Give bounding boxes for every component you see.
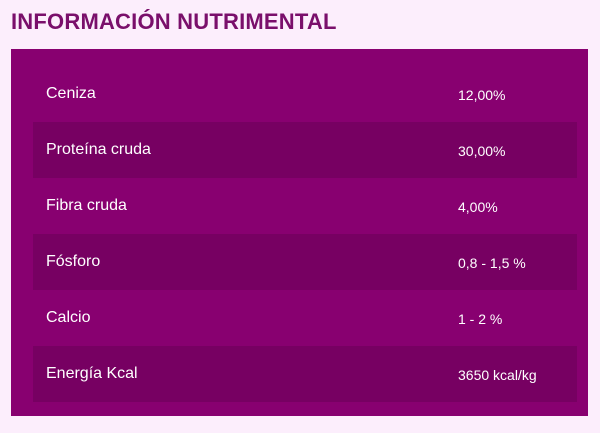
nutrition-table: Ceniza 12,00% Proteína cruda 30,00% Fibr… bbox=[33, 66, 577, 402]
nutrient-value: 0,8 - 1,5 % bbox=[458, 255, 526, 271]
nutrient-value: 3650 kcal/kg bbox=[458, 367, 537, 383]
nutrient-label: Calcio bbox=[46, 309, 91, 326]
nutrient-value: 1 - 2 % bbox=[458, 311, 503, 327]
nutrient-label: Proteína cruda bbox=[46, 141, 151, 158]
nutrient-label: Ceniza bbox=[46, 85, 96, 102]
nutrient-label: Fibra cruda bbox=[46, 197, 127, 214]
nutrition-panel: Ceniza 12,00% Proteína cruda 30,00% Fibr… bbox=[11, 49, 588, 416]
table-row: Calcio 1 - 2 % bbox=[33, 290, 577, 346]
table-row: Energía Kcal 3650 kcal/kg bbox=[33, 346, 577, 402]
nutrient-label: Energía Kcal bbox=[46, 365, 138, 382]
nutrient-value: 30,00% bbox=[458, 143, 506, 159]
nutrient-value: 4,00% bbox=[458, 199, 498, 215]
table-row: Ceniza 12,00% bbox=[33, 66, 577, 122]
section-heading: INFORMACIÓN NUTRIMENTAL bbox=[11, 9, 337, 34]
table-row: Fósforo 0,8 - 1,5 % bbox=[33, 234, 577, 290]
nutrient-value: 12,00% bbox=[458, 87, 506, 103]
table-row: Proteína cruda 30,00% bbox=[33, 122, 577, 178]
nutrient-label: Fósforo bbox=[46, 253, 101, 270]
table-row: Fibra cruda 4,00% bbox=[33, 178, 577, 234]
